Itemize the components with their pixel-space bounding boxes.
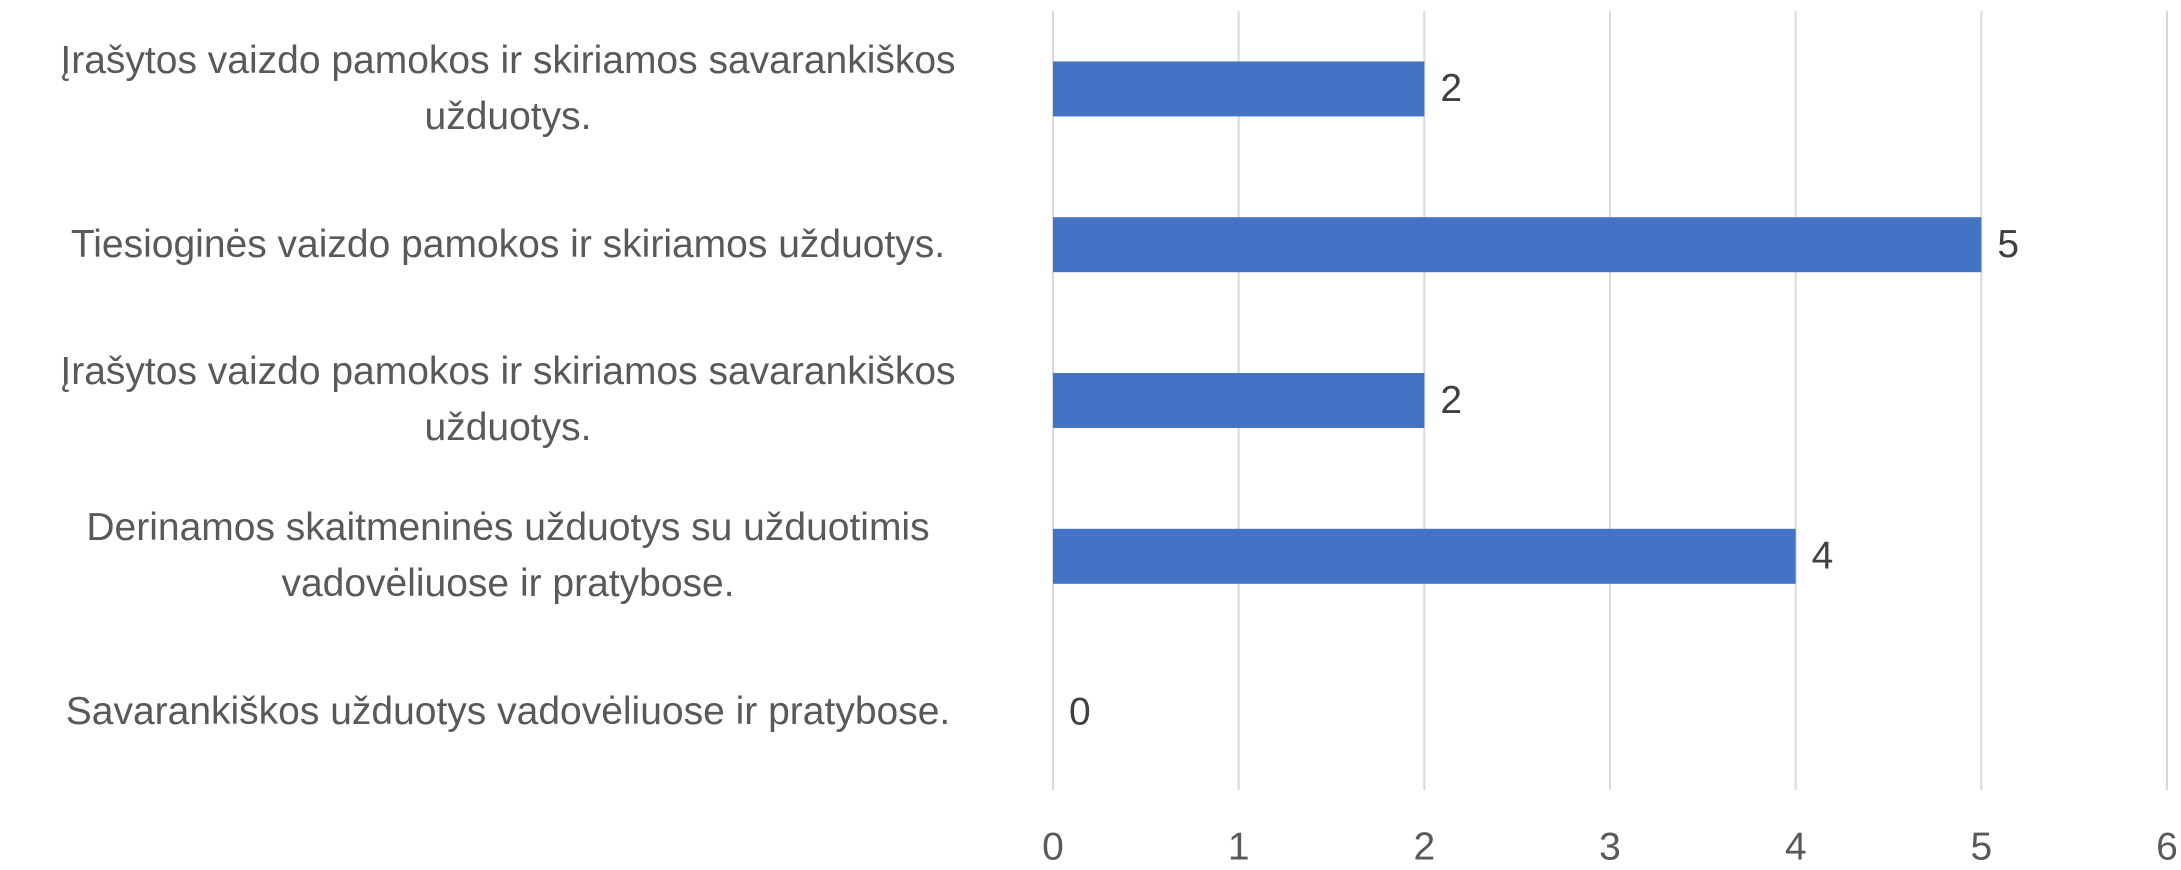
data-label: 0 <box>1069 690 1091 733</box>
x-tick-label: 1 <box>1228 825 1250 868</box>
x-tick-label: 3 <box>1599 825 1621 868</box>
bar <box>1053 373 1425 428</box>
category-label: Tiesioginės vaizdo pamokos ir skiriamos … <box>70 222 946 266</box>
x-tick-label: 5 <box>1970 825 1992 868</box>
x-tick-label: 0 <box>1042 825 1064 868</box>
data-label: 4 <box>1812 535 1834 578</box>
category-label: Įrašytos vaizdo pamokos ir skiriamos sav… <box>60 38 956 138</box>
category-label: Įrašytos vaizdo pamokos ir skiriamos sav… <box>60 350 956 450</box>
bar <box>1053 61 1425 117</box>
bar <box>1053 217 1982 273</box>
data-label: 5 <box>1997 223 2019 266</box>
x-tick-label: 2 <box>1413 825 1435 868</box>
category-label: Derinamos skaitmeninės užduotys su užduo… <box>86 506 930 606</box>
data-label: 2 <box>1440 379 1462 422</box>
category-label: Savarankiškos užduotys vadovėliuose ir p… <box>65 690 951 734</box>
data-label: 2 <box>1440 67 1462 110</box>
bar <box>1053 528 1796 584</box>
x-tick-label: 6 <box>2156 825 2178 868</box>
x-tick-label: 4 <box>1785 825 1807 868</box>
